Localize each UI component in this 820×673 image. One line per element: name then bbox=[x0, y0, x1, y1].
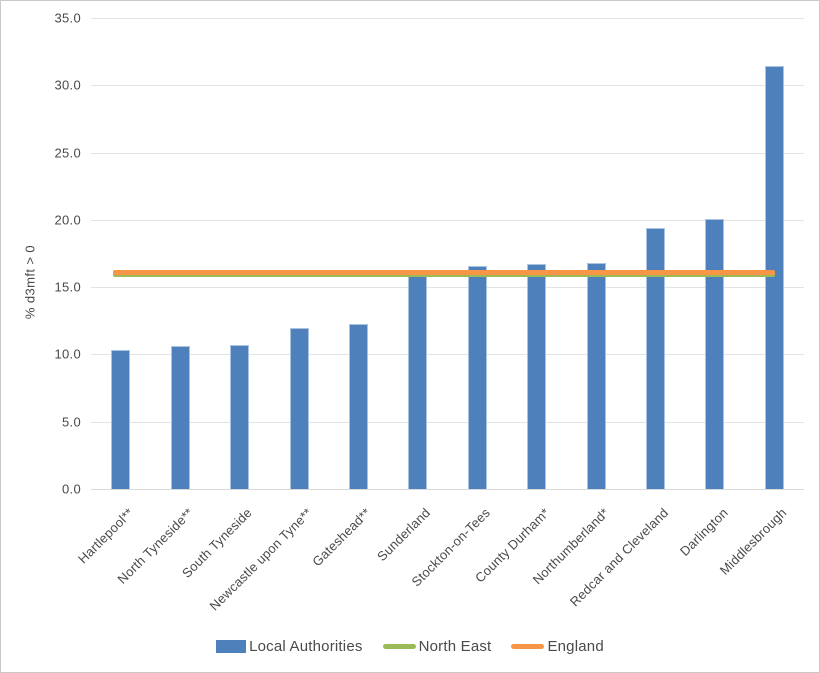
bar-darlington bbox=[705, 218, 725, 489]
bar-county-durham bbox=[527, 264, 547, 489]
north-east-line bbox=[112, 272, 776, 278]
legend-label-england: England bbox=[547, 638, 604, 655]
bar-gateshead bbox=[348, 323, 368, 489]
x-label-sunderland: Sunderland bbox=[374, 505, 434, 565]
bar-newcastle-upon-tyne bbox=[289, 327, 309, 489]
x-label-darlington: Darlington bbox=[676, 505, 731, 559]
bar-stockton-on-tees bbox=[467, 265, 487, 489]
bar-redcar-and-cleveland bbox=[646, 227, 665, 489]
legend-item-local-authorities: Local Authorities bbox=[216, 638, 362, 655]
y-tick-label-20: 20.0 bbox=[54, 212, 81, 228]
gridline-20 bbox=[91, 219, 804, 221]
local-authorities-swatch-icon bbox=[216, 640, 247, 653]
gridline-0 bbox=[91, 489, 804, 490]
bar-south-tyneside bbox=[230, 345, 249, 489]
gridline-30 bbox=[91, 85, 804, 87]
legend-item-north-east: North East bbox=[382, 638, 492, 655]
legend-label-local-authorities: Local Authorities bbox=[249, 638, 363, 655]
bar-hartlepool bbox=[111, 350, 131, 489]
legend-label-north-east: North East bbox=[418, 638, 492, 655]
y-tick-label-35: 35.0 bbox=[54, 10, 81, 26]
y-axis-title: % d3mft > 0 bbox=[22, 244, 38, 320]
y-tick-label-0: 0.0 bbox=[62, 481, 81, 497]
north-east-line-swatch-icon bbox=[382, 644, 416, 649]
gridline-35 bbox=[91, 18, 804, 19]
x-label-hartlepool: Hartlepool** bbox=[74, 505, 137, 567]
legend-item-england: England bbox=[511, 638, 604, 655]
bar-northumberland bbox=[586, 262, 606, 489]
x-label-gateshead: Gateshead** bbox=[309, 505, 375, 570]
y-tick-label-30: 30.0 bbox=[54, 77, 81, 93]
y-tick-label-5: 5.0 bbox=[62, 414, 81, 430]
bar-sunderland bbox=[408, 276, 428, 489]
gridline-15 bbox=[91, 287, 804, 289]
y-tick-label-25: 25.0 bbox=[54, 145, 81, 161]
bar-middlesbrough bbox=[764, 66, 784, 489]
y-tick-label-15: 15.0 bbox=[54, 279, 81, 295]
england-line-swatch-icon bbox=[511, 644, 545, 649]
england-line bbox=[112, 270, 776, 275]
x-label-newcastle-upon-tyne: Newcastle upon Tyne** bbox=[206, 505, 315, 614]
legend: Local Authorities North East England bbox=[1, 638, 819, 655]
gridline-5 bbox=[91, 421, 804, 423]
gridline-10 bbox=[91, 354, 804, 356]
x-label-redcar-and-cleveland: Redcar and Cleveland bbox=[566, 505, 672, 610]
gridline-25 bbox=[91, 152, 804, 154]
y-tick-label-10: 10.0 bbox=[54, 346, 81, 362]
bar-north-tyneside bbox=[170, 346, 190, 489]
